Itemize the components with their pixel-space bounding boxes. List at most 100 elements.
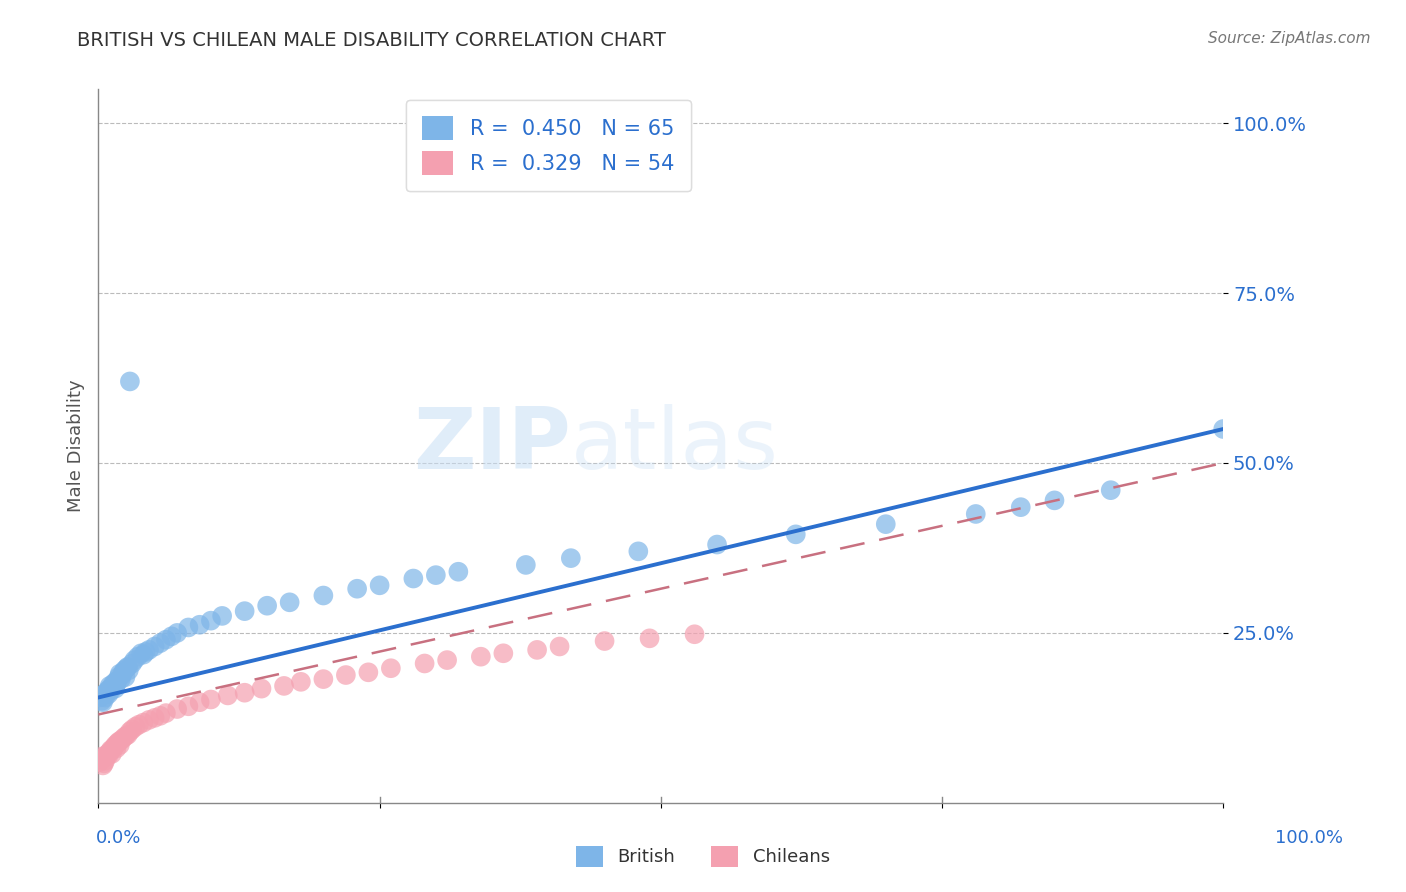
- Point: [107, 736, 129, 750]
- Point: [90, 694, 112, 708]
- Point: [124, 653, 146, 667]
- Point: [98, 679, 121, 693]
- Point: [548, 640, 571, 654]
- Point: [105, 741, 128, 756]
- Point: [101, 741, 124, 756]
- Point: [90, 749, 112, 764]
- Point: [128, 717, 150, 731]
- Point: [90, 751, 112, 765]
- Point: [112, 731, 135, 746]
- Point: [107, 673, 129, 688]
- Point: [785, 527, 807, 541]
- Point: [115, 661, 138, 675]
- Point: [98, 681, 121, 696]
- Point: [335, 668, 357, 682]
- Point: [593, 634, 616, 648]
- Point: [108, 738, 131, 752]
- Point: [112, 663, 135, 677]
- Point: [1043, 493, 1066, 508]
- Point: [118, 663, 141, 677]
- Point: [312, 589, 335, 603]
- Point: [380, 661, 402, 675]
- Point: [470, 649, 492, 664]
- Point: [155, 632, 177, 647]
- Point: [132, 715, 155, 730]
- Point: [1212, 422, 1234, 436]
- Point: [200, 614, 222, 628]
- Point: [96, 749, 118, 764]
- Point: [526, 643, 548, 657]
- Point: [118, 375, 141, 389]
- Point: [149, 636, 172, 650]
- Point: [124, 720, 146, 734]
- Y-axis label: Male Disability: Male Disability: [66, 380, 84, 512]
- Point: [177, 620, 200, 634]
- Point: [627, 544, 650, 558]
- Point: [101, 747, 124, 761]
- Point: [312, 672, 335, 686]
- Point: [103, 740, 125, 755]
- Point: [89, 755, 111, 769]
- Point: [98, 745, 121, 759]
- Point: [117, 728, 139, 742]
- Point: [121, 723, 143, 737]
- Point: [166, 626, 188, 640]
- Point: [233, 604, 256, 618]
- Point: [346, 582, 368, 596]
- Point: [188, 617, 211, 632]
- Point: [217, 689, 239, 703]
- Point: [100, 683, 122, 698]
- Text: 0.0%: 0.0%: [96, 829, 141, 847]
- Point: [875, 517, 897, 532]
- Point: [638, 632, 661, 646]
- Point: [96, 683, 118, 698]
- Point: [143, 711, 166, 725]
- Point: [138, 643, 160, 657]
- Point: [110, 733, 132, 747]
- Point: [91, 695, 114, 709]
- Point: [97, 748, 120, 763]
- Point: [413, 657, 436, 671]
- Point: [368, 578, 391, 592]
- Point: [515, 558, 537, 572]
- Point: [101, 680, 124, 694]
- Point: [1099, 483, 1122, 498]
- Text: 100.0%: 100.0%: [1275, 829, 1343, 847]
- Point: [111, 668, 134, 682]
- Point: [103, 679, 125, 693]
- Point: [273, 679, 295, 693]
- Point: [138, 713, 160, 727]
- Point: [93, 756, 115, 771]
- Text: BRITISH VS CHILEAN MALE DISABILITY CORRELATION CHART: BRITISH VS CHILEAN MALE DISABILITY CORRE…: [77, 31, 666, 50]
- Point: [107, 670, 129, 684]
- Point: [155, 706, 177, 720]
- Text: ZIP: ZIP: [413, 404, 571, 488]
- Point: [91, 758, 114, 772]
- Point: [149, 708, 172, 723]
- Point: [110, 672, 132, 686]
- Point: [93, 687, 115, 701]
- Point: [965, 507, 987, 521]
- Point: [357, 665, 380, 680]
- Point: [447, 565, 470, 579]
- Point: [127, 649, 149, 664]
- Point: [256, 599, 278, 613]
- Point: [560, 551, 582, 566]
- Point: [117, 660, 139, 674]
- Point: [121, 657, 143, 671]
- Point: [100, 743, 122, 757]
- Point: [96, 686, 118, 700]
- Legend: R =  0.450   N = 65, R =  0.329   N = 54: R = 0.450 N = 65, R = 0.329 N = 54: [405, 100, 692, 192]
- Point: [94, 690, 117, 705]
- Point: [132, 648, 155, 662]
- Point: [114, 729, 136, 743]
- Point: [233, 686, 256, 700]
- Point: [90, 690, 112, 705]
- Point: [112, 665, 135, 680]
- Point: [177, 699, 200, 714]
- Text: Source: ZipAtlas.com: Source: ZipAtlas.com: [1208, 31, 1371, 46]
- Point: [492, 646, 515, 660]
- Point: [188, 695, 211, 709]
- Point: [104, 674, 127, 689]
- Point: [105, 677, 128, 691]
